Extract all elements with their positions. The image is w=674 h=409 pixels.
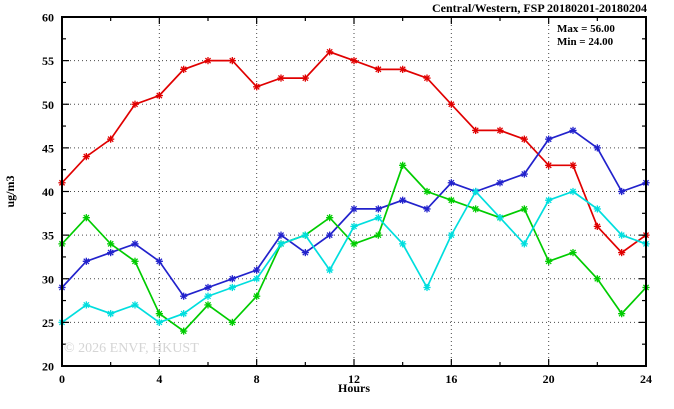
- x-tick-label: 12: [348, 372, 360, 386]
- y-tick-label: 35: [42, 229, 54, 243]
- y-tick-label: 55: [42, 54, 54, 68]
- chart-title: Central/Western, FSP 20180201-20180204: [432, 1, 647, 15]
- y-tick-label: 40: [42, 185, 54, 199]
- x-tick-label: 16: [445, 372, 457, 386]
- min-annotation: Min = 24.00: [557, 35, 614, 48]
- y-tick-label: 20: [42, 360, 54, 374]
- green-series: [58, 161, 650, 335]
- y-tick-label: 50: [42, 98, 54, 112]
- y-tick-label: 45: [42, 141, 54, 155]
- y-tick-label: 30: [42, 272, 54, 286]
- x-axis-label: Hours: [338, 381, 370, 395]
- x-tick-label: 0: [59, 372, 65, 386]
- max-min-annotation: Max = 56.00 Min = 24.00: [557, 23, 615, 48]
- y-axis-label: ug/m3: [3, 175, 17, 207]
- y-tick-label: 60: [42, 11, 54, 25]
- watermark: © 2026 ENVF, HKUST: [64, 341, 199, 356]
- x-tick-label: 4: [156, 372, 162, 386]
- x-tick-label: 20: [543, 372, 555, 386]
- max-annotation: Max = 56.00: [557, 23, 615, 35]
- y-tick-label: 25: [42, 316, 54, 330]
- x-tick-label: 8: [254, 372, 260, 386]
- x-tick-label: 24: [640, 372, 652, 386]
